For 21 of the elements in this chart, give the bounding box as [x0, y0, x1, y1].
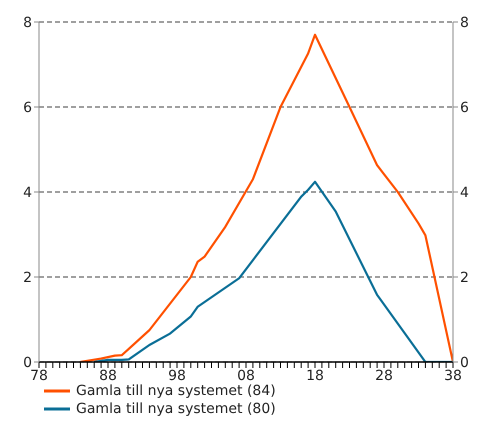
y-tick-label: 6 [23, 100, 32, 116]
y-tick-label: 8 [23, 14, 32, 31]
y-tick-label: 4 [23, 184, 32, 201]
y2-tick-label: 0 [460, 354, 469, 371]
x-tick-label: 18 [306, 368, 324, 384]
x-tick-label: 88 [99, 368, 117, 384]
y-tick-label: 2 [23, 270, 32, 286]
y2-tick-label: 8 [460, 14, 469, 31]
x-tick-label: 28 [375, 368, 393, 384]
legend-label: Gamla till nya systemet (80) [76, 400, 276, 418]
x-tick-label: 78 [30, 368, 48, 384]
x-tick-label: 38 [444, 368, 462, 384]
x-tick-label: 98 [168, 368, 186, 384]
line-series [93, 180, 453, 362]
y2-tick-label: 4 [460, 184, 469, 201]
y2-tick-label: 6 [460, 100, 469, 116]
legend-label: Gamla till nya systemet (84) [76, 382, 276, 400]
x-tick-label: 08 [237, 368, 255, 384]
y2-tick-label: 2 [460, 270, 469, 286]
line-series [79, 34, 453, 362]
y-tick-label: 0 [23, 354, 32, 371]
